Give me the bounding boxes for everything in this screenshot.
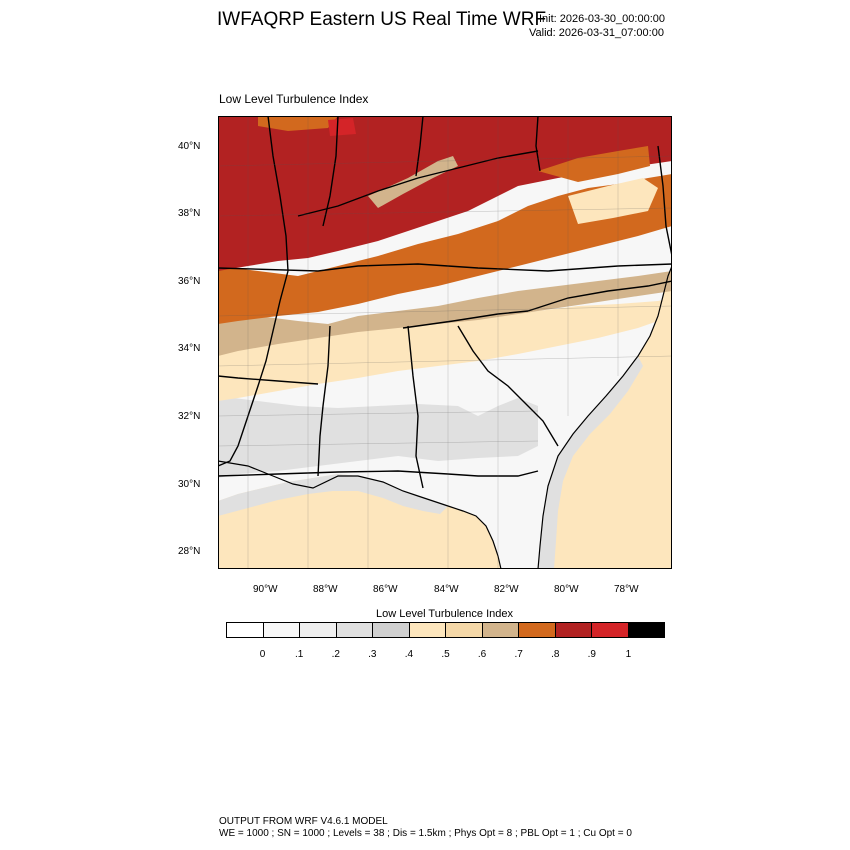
- colorbar-box: [373, 623, 410, 637]
- colorbar-tick-label: .6: [477, 649, 487, 660]
- north-orange-patch: [258, 116, 338, 131]
- colorbar-box: [519, 623, 556, 637]
- colorbar-tick-label: .4: [404, 649, 414, 660]
- colorbar-tick-label: 0: [259, 649, 266, 660]
- gulf-band: [218, 474, 448, 516]
- lon-label: 90°W: [253, 584, 278, 595]
- mid-tan-zone: [218, 298, 672, 401]
- red-north: [218, 116, 672, 271]
- lon-label: 86°W: [373, 584, 398, 595]
- map-subtitle: Low Level Turbulence Index: [219, 92, 369, 106]
- colorbar-tick-label: .3: [368, 649, 377, 660]
- colorbar-box: [227, 623, 264, 637]
- lat-label: 36°N: [178, 276, 201, 287]
- lat-label: 30°N: [178, 479, 201, 490]
- colorbar: [226, 622, 665, 638]
- colorbar-box: [592, 623, 629, 637]
- orange-belt: [218, 174, 672, 324]
- init-time: Init: 2026-03-30_00:00:00: [539, 13, 665, 25]
- lat-label: 38°N: [178, 208, 201, 219]
- colorbar-tick-label: .1: [294, 649, 304, 660]
- valid-time: Valid: 2026-03-31_07:00:00: [529, 27, 664, 39]
- colorbar-box: [300, 623, 337, 637]
- north-streak: [368, 156, 458, 208]
- lon-label: 84°W: [434, 584, 459, 595]
- county-lines: [218, 116, 672, 569]
- lat-label: 28°N: [178, 546, 201, 557]
- colorbar-tick-label: .5: [441, 649, 450, 660]
- colorbar-box: [482, 623, 519, 637]
- lat-label: 40°N: [178, 141, 201, 152]
- coastal-band: [538, 356, 643, 569]
- lon-label: 82°W: [494, 584, 519, 595]
- lon-label: 80°W: [554, 584, 579, 595]
- lon-label: 78°W: [614, 584, 639, 595]
- lat-label: 34°N: [178, 343, 201, 354]
- coastline: [218, 265, 672, 569]
- colorbar-tick-label: .7: [514, 649, 523, 660]
- south-grey-zone: [218, 396, 538, 478]
- ne-tan-patch: [568, 178, 658, 224]
- tan-strip: [218, 271, 672, 356]
- colorbar-tick-label: .9: [587, 649, 596, 660]
- colorbar-box: [446, 623, 483, 637]
- north-bright-patch: [328, 118, 356, 136]
- colorbar-box: [628, 623, 664, 637]
- lat-label: 32°N: [178, 411, 201, 422]
- colorbar-box: [409, 623, 446, 637]
- turbulence-map: [218, 116, 672, 569]
- plot-title: IWFAQRP Eastern US Real Time WRF: [217, 9, 547, 30]
- colorbar-box: [336, 623, 373, 637]
- model-footer: OUTPUT FROM WRF V4.6.1 MODEL: [219, 816, 388, 827]
- colorbar-tick-label: 1: [625, 649, 632, 660]
- colorbar-box: [555, 623, 592, 637]
- colorbar-tick-label: .8: [551, 649, 560, 660]
- lon-label: 88°W: [313, 584, 338, 595]
- colorbar-title: Low Level Turbulence Index: [376, 608, 513, 620]
- ne-orange-patch: [538, 146, 650, 182]
- state-borders: [218, 116, 672, 489]
- colorbar-box: [263, 623, 300, 637]
- colorbar-tick-label: .2: [331, 649, 340, 660]
- model-settings-footer: WE = 1000 ; SN = 1000 ; Levels = 38 ; Di…: [219, 828, 632, 839]
- map-border: [218, 116, 672, 569]
